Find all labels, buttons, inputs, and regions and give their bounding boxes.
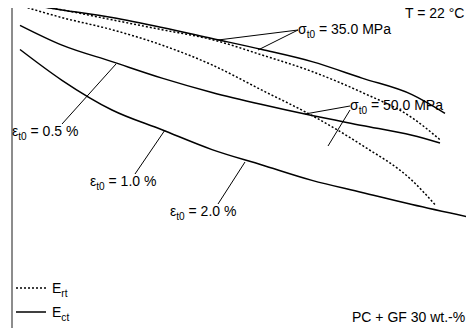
svg-text:PC + GF 30 wt.-%: PC + GF 30 wt.-% — [352, 309, 465, 325]
svg-text:σt0 = 50.0 MPa: σt0 = 50.0 MPa — [350, 97, 443, 116]
svg-text:εt0 = 2.0 %: εt0 = 2.0 % — [170, 203, 236, 222]
svg-text:Ect: Ect — [52, 304, 69, 323]
svg-text:T = 22 °C: T = 22 °C — [405, 8, 464, 21]
svg-text:εt0 = 1.0 %: εt0 = 1.0 % — [90, 173, 156, 192]
svg-text:σt0 = 35.0 MPa: σt0 = 35.0 MPa — [298, 21, 391, 40]
svg-text:Ert: Ert — [52, 280, 68, 299]
svg-text:εt0 = 0.5 %: εt0 = 0.5 % — [12, 123, 78, 142]
